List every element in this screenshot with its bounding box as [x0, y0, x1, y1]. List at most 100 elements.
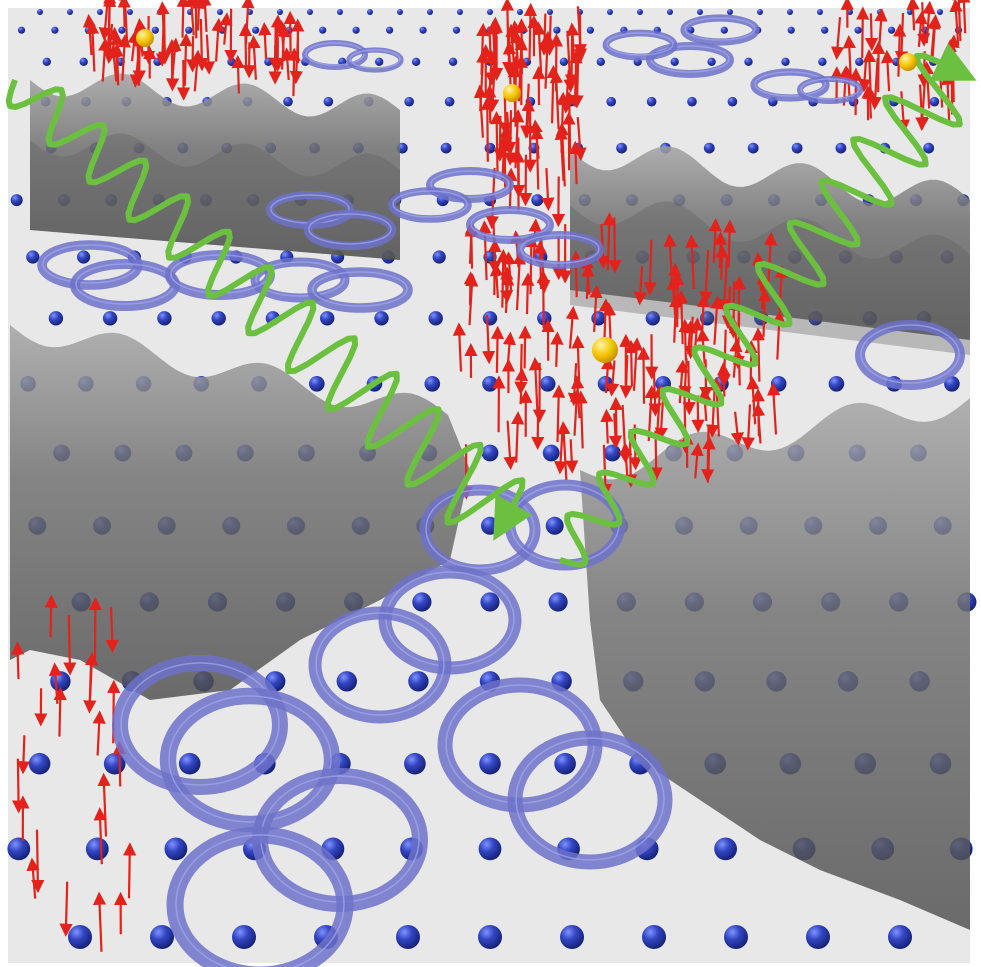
atom-sphere-icon [404, 752, 426, 775]
atom-sphere-icon [591, 311, 606, 326]
spin-arrow-icon [751, 327, 765, 382]
spin-arrow-icon [543, 15, 557, 56]
spin-arrow-icon [864, 13, 879, 52]
atom-sphere-icon [596, 57, 605, 66]
atom-sphere-icon [211, 311, 226, 326]
spin-arrow-icon [717, 362, 731, 397]
spin-arrow-icon [698, 387, 712, 421]
spin-arrow-icon [713, 231, 727, 269]
atom-sphere-icon [309, 376, 325, 392]
atom-sphere-icon [818, 57, 827, 66]
atom-sphere-icon [821, 26, 829, 34]
atom-sphere-icon [157, 311, 172, 326]
atom-sphere-icon [77, 250, 91, 264]
atom-sphere-icon [227, 57, 236, 66]
spin-arrow-icon [858, 61, 872, 93]
spin-arrow-icon [502, 33, 516, 76]
spin-arrow-icon [488, 238, 502, 296]
spin-arrow-icon [722, 219, 737, 268]
vortex-ring-highlight [520, 234, 600, 264]
vortex-ring-highlight [684, 17, 756, 41]
atom-sphere-icon [787, 26, 795, 34]
atom-sphere-icon [283, 96, 293, 107]
atom-sphere-icon [440, 142, 452, 154]
atom-sphere-icon [553, 26, 561, 34]
spin-arrows [11, 0, 971, 952]
atom-sphere-icon [545, 516, 564, 535]
spin-arrow-icon [678, 318, 692, 361]
spin-arrow-icon [541, 168, 555, 211]
atom-sphere-icon [367, 9, 373, 15]
atom-sphere-icon [37, 9, 43, 15]
spin-arrow-icon [957, 0, 971, 34]
spin-arrow-icon [554, 126, 568, 181]
atom-sphere-icon [757, 9, 763, 15]
atom-sphere-icon [396, 925, 420, 949]
spin-arrow-icon [102, 0, 117, 47]
atom-sphere-icon [68, 925, 92, 949]
spin-arrow-icon [767, 382, 781, 435]
spin-arrow-icon [718, 257, 732, 313]
atom-sphere-icon [642, 925, 666, 949]
spin-arrow-icon [44, 594, 58, 638]
atom-sphere-icon [484, 142, 496, 154]
spin-arrow-icon [123, 842, 137, 899]
vortex-ring-highlight [754, 71, 826, 97]
spin-arrow-icon [565, 305, 579, 349]
spin-arrow-icon [489, 262, 504, 299]
spin-arrow-icon [732, 275, 746, 324]
spin-arrow-icon [500, 266, 514, 304]
spin-arrow-icon [503, 420, 517, 471]
atom-sphere-icon [164, 837, 188, 861]
atom-sphere-icon [817, 9, 823, 15]
spin-arrow-icon [589, 284, 603, 332]
atom-sphere-icon [531, 194, 544, 207]
atom-sphere-icon [97, 9, 103, 15]
spin-arrow-icon [552, 384, 566, 443]
atom-sphere-icon [542, 444, 560, 462]
atom-sphere-icon [408, 671, 429, 692]
atom-sphere-icon [547, 9, 553, 15]
spin-arrow-icon [486, 21, 500, 78]
spin-arrow-icon [874, 8, 888, 52]
spin-arrow-icon [83, 655, 97, 714]
spin-arrow-icon [110, 31, 124, 86]
atom-sphere-icon [185, 26, 193, 34]
spin-arrow-icon [11, 758, 26, 814]
spin-arrow-icon [59, 881, 73, 937]
spin-arrow-icon [528, 357, 543, 416]
spin-arrow-icon [158, 12, 172, 65]
spin-arrow-icon [521, 272, 535, 315]
vortex-ring-highlight [315, 612, 445, 716]
spin-arrow-icon [751, 402, 766, 444]
spin-arrow-icon [915, 84, 929, 131]
spin-arrow-icon [92, 891, 107, 952]
spin-arrow-icon [669, 294, 683, 343]
vortex-ring-highlight [515, 737, 665, 861]
atom-sphere-icon [320, 311, 335, 326]
atom-sphere-icon [923, 142, 935, 154]
spin-arrow-icon [706, 387, 720, 438]
atom-sphere-icon [67, 9, 73, 15]
spin-arrow-icon [511, 411, 525, 463]
atom-sphere-icon [539, 376, 556, 392]
vortex-ring-highlight [255, 261, 345, 297]
atom-sphere-icon [720, 26, 728, 34]
wave-arrow-icon [559, 43, 977, 568]
spin-arrow-icon [893, 23, 907, 77]
spin-arrow-icon [107, 26, 121, 58]
spin-arrow-icon [546, 64, 560, 124]
spin-arrow-icon [176, 0, 190, 38]
spin-arrow-icon [498, 95, 513, 136]
atom-sphere-icon [481, 444, 499, 462]
atom-sphere-icon [637, 9, 643, 15]
spin-arrow-icon [201, 34, 216, 75]
atom-sphere-icon [714, 837, 737, 861]
gray-surfaces [10, 73, 970, 930]
spin-arrow-icon [482, 314, 496, 365]
spin-arrow-icon [490, 111, 504, 172]
spin-arrow-icon [16, 735, 31, 775]
atom-sphere-icon [604, 444, 621, 462]
spin-arrow-icon [166, 52, 180, 92]
